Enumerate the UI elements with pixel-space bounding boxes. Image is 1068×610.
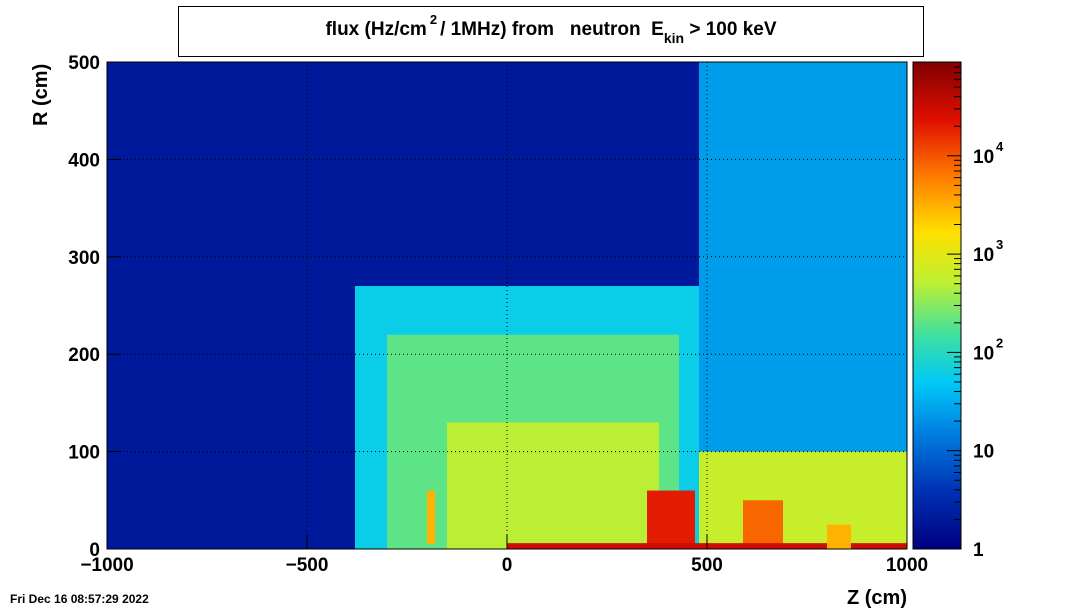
y-tick-label: 200: [68, 345, 100, 366]
chart-title: flux (Hz/cm 2/ 1MHz) from neutron Ekin > …: [179, 12, 923, 46]
y-tick-label: 100: [68, 443, 100, 464]
heat-region-forward-hotspot: [743, 500, 783, 549]
x-axis: −1000 −500 0 500 1000: [80, 535, 928, 576]
y-axis-title: R (cm): [30, 64, 52, 126]
x-tick-label: 500: [691, 555, 723, 576]
grid-lines: [107, 62, 907, 549]
timestamp: Fri Dec 16 08:57:29 2022: [10, 592, 149, 606]
heat-region-small-spot: [427, 490, 435, 545]
colorbar-tick-label: 10: [973, 147, 994, 168]
heat-region-forward-beam: [699, 451, 907, 549]
x-tick-label: −1000: [80, 555, 133, 576]
colorbar: [912, 61, 962, 550]
heat-region-far-spot: [827, 524, 851, 549]
y-tick-label: 0: [89, 540, 100, 561]
heat-region-endcap-hotspot: [647, 490, 695, 549]
heat-region-central-core: [447, 422, 659, 549]
y-axis: 0 100 200 300 400 500: [68, 53, 121, 561]
title-part2: / 1MHz) from neutron E: [440, 19, 664, 40]
colorbar-tick-label: 10: [973, 245, 994, 266]
colorbar-tick-exponent: 3: [996, 237, 1003, 252]
title-part1: flux (Hz/cm: [325, 19, 427, 40]
y-tick-label: 400: [68, 150, 100, 171]
y-tick-label: 300: [68, 248, 100, 269]
colorbar-tick-label: 10: [973, 442, 994, 463]
x-tick-label: −500: [286, 555, 329, 576]
title-part3: > 100 keV: [684, 19, 777, 40]
y-tick-label: 500: [68, 53, 100, 74]
x-tick-label: 0: [502, 555, 513, 576]
colorbar-tick-label: 10: [973, 343, 994, 364]
colorbar-tick-exponent: 2: [996, 335, 1003, 350]
x-tick-label: 1000: [886, 555, 928, 576]
x-axis-title: Z (cm): [847, 587, 907, 609]
colorbar-tick-label: 1: [973, 540, 984, 561]
title-subscript: kin: [663, 30, 685, 46]
colorbar-tick-exponent: 4: [996, 139, 1004, 154]
title-box: flux (Hz/cm 2/ 1MHz) from neutron Ekin > …: [178, 6, 924, 57]
title-superscript: 2: [429, 12, 438, 27]
plot-area: [107, 62, 907, 549]
